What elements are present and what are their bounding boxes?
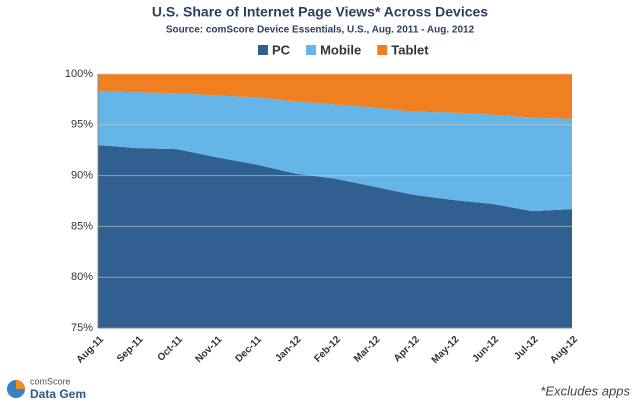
x-tick-label: Jul-12 — [512, 334, 541, 363]
y-tick-label: 90% — [71, 170, 93, 182]
logo-text: comScore — [30, 376, 71, 386]
x-tick-label: Apr-12 — [392, 334, 422, 364]
x-tick-label: Feb-12 — [312, 334, 343, 365]
logo-icon-part — [16, 380, 25, 389]
logo-subtext: Data Gem — [30, 387, 86, 401]
x-tick-label: Mar-12 — [352, 334, 383, 365]
legend-label: Tablet — [391, 42, 429, 57]
x-tick-label: Dec-11 — [233, 334, 264, 365]
x-tick-label: Oct-11 — [156, 334, 186, 364]
area — [98, 91, 572, 212]
legend-label: PC — [272, 42, 291, 57]
x-tick-label: Nov-11 — [194, 334, 225, 365]
y-tick-label: 75% — [71, 322, 93, 334]
chart-subtitle: Source: comScore Device Essentials, U.S.… — [166, 25, 475, 36]
x-tick-label: Aug-11 — [75, 334, 107, 366]
x-tick-label: Jun-12 — [470, 334, 501, 365]
x-tick-label: Aug-12 — [548, 334, 580, 366]
x-tick-label: May-12 — [430, 334, 462, 366]
footnote: *Excludes apps — [540, 383, 630, 398]
legend-swatch — [258, 45, 268, 55]
area — [98, 145, 572, 328]
area — [98, 74, 572, 119]
y-tick-label: 80% — [71, 271, 93, 283]
y-tick-label: 85% — [71, 220, 93, 232]
x-tick-label: Jan-12 — [273, 334, 303, 364]
legend-label: Mobile — [320, 42, 361, 57]
y-tick-label: 100% — [65, 68, 93, 80]
x-tick-label: Sep-11 — [115, 334, 146, 365]
chart-title: U.S. Share of Internet Page Views* Acros… — [152, 4, 488, 20]
y-tick-label: 95% — [71, 119, 93, 131]
legend-swatch — [306, 45, 317, 55]
logo: comScore Data Gem — [7, 376, 86, 401]
legend-swatch — [377, 45, 388, 55]
